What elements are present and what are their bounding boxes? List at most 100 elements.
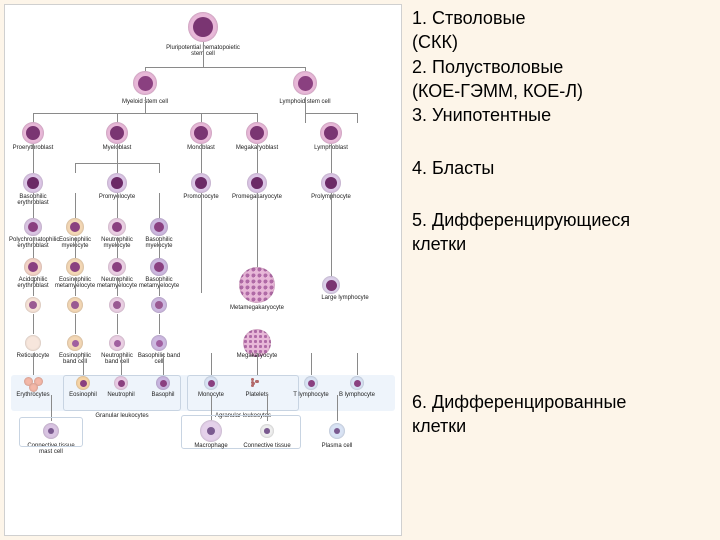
cell-label: Eosinophilic band cell — [52, 353, 98, 366]
connector-line — [305, 97, 306, 123]
connector-line — [117, 277, 118, 296]
legend-line: (КОЕ-ГЭММ, КОЕ-Л) — [412, 79, 583, 103]
cell-nucleus — [80, 380, 87, 387]
cell-nucleus — [334, 428, 340, 434]
diff-cell — [150, 258, 168, 276]
connector-line — [75, 163, 76, 173]
cell-label: Basophilic band cell — [136, 353, 182, 366]
cell-label: Metamegakaryocyte — [227, 305, 287, 311]
connector-line — [33, 277, 34, 296]
cell-nucleus — [113, 301, 121, 309]
lymphoblast — [320, 122, 342, 144]
connector-line — [211, 353, 212, 375]
mature-cell — [204, 376, 218, 390]
connector-line — [75, 210, 76, 218]
meta-cell — [25, 297, 41, 313]
cell-nucleus — [308, 380, 315, 387]
mature-cell — [350, 376, 364, 390]
meta-cell — [67, 297, 83, 313]
connector-line — [33, 353, 34, 375]
legend-line: клетки — [412, 232, 630, 256]
cell-nucleus — [72, 340, 79, 347]
meta-cell — [109, 297, 125, 313]
pro-cell — [247, 173, 267, 193]
cell-nucleus — [298, 76, 313, 91]
cell-nucleus — [251, 177, 263, 189]
cell-nucleus — [27, 177, 39, 189]
cell-nucleus — [110, 126, 124, 140]
cell-label: Plasma cell — [309, 443, 365, 449]
legend-line: 1. Стволовые — [412, 6, 583, 30]
connector-line — [357, 353, 358, 375]
connector-line — [117, 314, 118, 334]
legend-line: 4. Бласты — [412, 156, 494, 180]
cell-label: Basophil — [141, 392, 185, 398]
cell-nucleus — [28, 262, 38, 272]
legend-block-2: 4. Бласты — [412, 156, 494, 180]
cell-label: Large lymphocyte — [317, 295, 373, 301]
connector-line — [145, 67, 305, 68]
cell-label: Neutrophilic band cell — [94, 353, 140, 366]
cell-nucleus — [160, 380, 167, 387]
cell-nucleus — [26, 126, 40, 140]
pro-cell — [107, 173, 127, 193]
connector-line — [159, 163, 160, 173]
cell-label: Granular leukocytes — [82, 413, 162, 419]
blast-cell — [246, 122, 268, 144]
cell-nucleus — [112, 222, 122, 232]
pro-cell — [191, 173, 211, 193]
mature-cell — [76, 376, 90, 390]
connector-line — [159, 314, 160, 334]
hematopoiesis-diagram: Pluripotential hematopoietic stem cellMy… — [4, 4, 402, 536]
cell-label: Connective tissue — [239, 443, 295, 449]
connector-line — [121, 353, 122, 375]
connector-line — [75, 250, 76, 258]
cell-label: T lymphocyte — [289, 392, 333, 398]
band-cell — [151, 335, 167, 351]
connector-line — [75, 277, 76, 296]
band-cell — [25, 335, 41, 351]
blast-cell — [190, 122, 212, 144]
connector-line — [117, 144, 118, 163]
connector-line — [33, 250, 34, 258]
cell-nucleus — [112, 262, 122, 272]
legend-block-4: 6. Дифференцированныеклетки — [412, 390, 626, 439]
connector-line — [117, 163, 118, 173]
mature-cell — [114, 376, 128, 390]
connector-line — [201, 193, 202, 293]
erythrocyte — [29, 383, 38, 392]
connector-line — [203, 42, 204, 67]
cell-nucleus — [194, 126, 208, 140]
legend-line: 3. Унипотентные — [412, 103, 583, 127]
lymphoid-stem-cell — [293, 71, 317, 95]
tissue-cell — [329, 423, 345, 439]
connector-line — [337, 395, 338, 421]
diff-cell — [66, 258, 84, 276]
cell-nucleus — [154, 262, 164, 272]
connector-line — [159, 250, 160, 258]
diff-cell — [108, 258, 126, 276]
cell-nucleus — [29, 301, 37, 309]
band-cell — [109, 335, 125, 351]
connector-line — [357, 113, 358, 123]
cell-nucleus — [324, 126, 338, 140]
connector-line — [331, 144, 332, 173]
cell-nucleus — [138, 76, 153, 91]
cell-nucleus — [326, 280, 337, 291]
legend-line: (СКК) — [412, 30, 583, 54]
connector-line — [159, 210, 160, 218]
cell-nucleus — [118, 380, 125, 387]
cell-nucleus — [28, 222, 38, 232]
meta-cell — [151, 297, 167, 313]
pluripotent-stem-cell — [188, 12, 218, 42]
cell-nucleus — [114, 340, 121, 347]
legend-block-1: 1. Стволовые(СКК)2. Полустволовые(КОЕ-ГЭ… — [412, 6, 583, 127]
diff-cell — [24, 218, 42, 236]
cell-nucleus — [70, 262, 80, 272]
connector-line — [145, 97, 146, 113]
connector-line — [117, 210, 118, 218]
connector-line — [33, 210, 34, 218]
connector-line — [75, 314, 76, 334]
diff-cell — [150, 218, 168, 236]
connector-line — [305, 113, 357, 114]
